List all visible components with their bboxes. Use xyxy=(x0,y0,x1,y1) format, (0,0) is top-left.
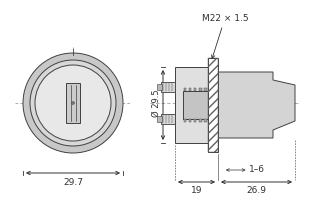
Bar xyxy=(199,88,202,91)
Bar xyxy=(189,88,191,91)
Bar xyxy=(208,58,218,152)
Text: 1–6: 1–6 xyxy=(249,165,265,174)
Bar xyxy=(184,88,186,91)
Bar xyxy=(183,91,208,119)
Polygon shape xyxy=(218,72,295,138)
Bar xyxy=(66,83,80,123)
Bar xyxy=(157,84,162,90)
Bar xyxy=(204,88,207,91)
Circle shape xyxy=(30,60,116,146)
Text: M22 × 1.5: M22 × 1.5 xyxy=(202,13,248,58)
Circle shape xyxy=(35,65,111,141)
Text: Ø 29.5: Ø 29.5 xyxy=(152,89,161,117)
Circle shape xyxy=(71,101,75,104)
Bar xyxy=(199,119,202,122)
Bar xyxy=(157,116,162,122)
Bar xyxy=(161,82,175,92)
Bar xyxy=(194,119,196,122)
Bar xyxy=(204,119,207,122)
Bar xyxy=(161,114,175,124)
Text: 19: 19 xyxy=(191,186,202,195)
Bar xyxy=(175,67,208,143)
Bar xyxy=(194,88,196,91)
Bar xyxy=(184,119,186,122)
Bar xyxy=(189,119,191,122)
Circle shape xyxy=(23,53,123,153)
Bar xyxy=(208,58,218,152)
Text: 29.7: 29.7 xyxy=(63,178,83,187)
Text: 26.9: 26.9 xyxy=(246,186,267,195)
